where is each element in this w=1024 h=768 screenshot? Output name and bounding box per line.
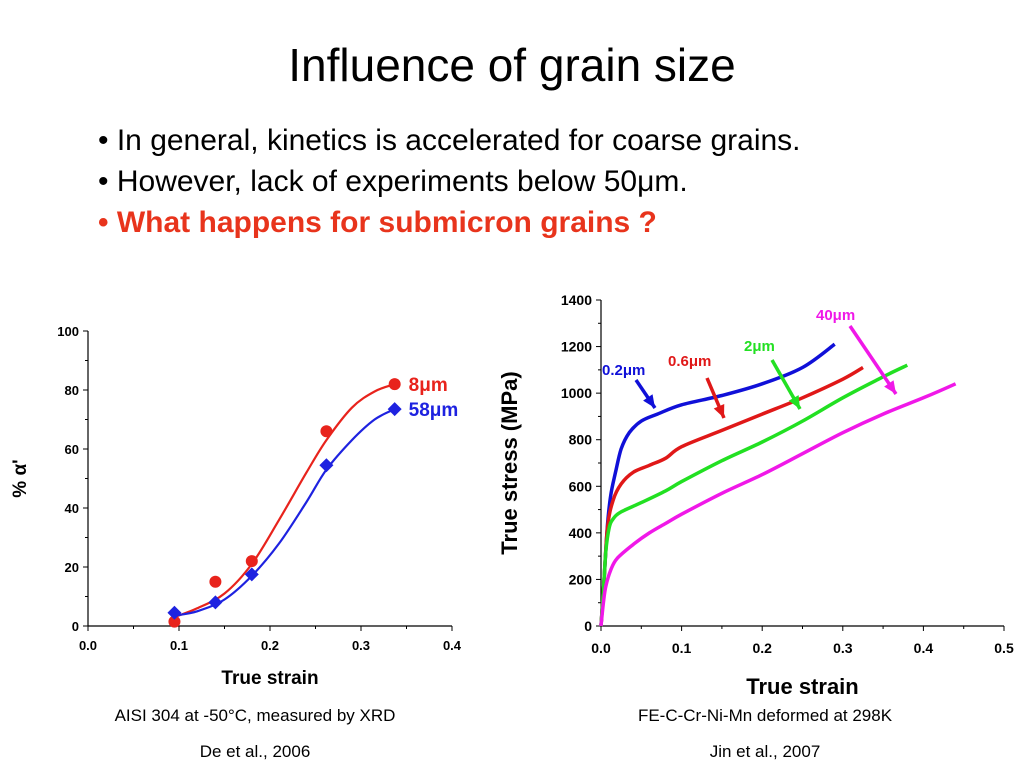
bullet-2: • However, lack of experiments below 50μ… [98,165,688,198]
series-fit-line-1 [174,408,396,617]
bullet-3: • What happens for submicron grains ? [98,206,657,239]
x-tick-label: 0.4 [914,640,934,656]
y-tick-label: 800 [569,432,593,448]
y-tick-label: 1400 [561,292,592,308]
series-line-2 [599,363,909,627]
bullet-1: • In general, kinetics is accelerated fo… [98,124,801,157]
data-point-diamond [167,605,182,620]
x-tick-label: 0.0 [79,638,97,653]
data-point-circle [320,425,333,438]
y-tick-label: 0 [584,618,592,634]
x-axis-title: True strain [221,668,318,689]
series-arrow-3-head [884,380,896,394]
series-arrow-1-head [713,404,725,418]
x-tick-label: 0.2 [752,640,772,656]
y-tick-label: 20 [65,560,79,575]
data-point-diamond [244,567,259,582]
series-label-2: 2μm [744,338,775,355]
y-tick-label: 40 [65,501,79,516]
y-tick-label: 200 [569,571,593,587]
y-tick-label: 100 [57,324,79,339]
x-tick-label: 0.1 [672,640,692,656]
series-arrow-0-head [643,394,655,408]
series-line-0 [599,342,836,627]
x-tick-label: 0.4 [443,638,462,653]
y-tick-label: 80 [65,383,79,398]
series-arrow-3 [848,325,898,395]
y-tick-label: 1200 [561,339,592,355]
y-tick-label: 400 [569,525,593,541]
series-label-0: 8μm [409,375,448,396]
data-point-diamond [387,402,402,417]
x-tick-label: 0.2 [261,638,279,653]
data-point-diamond [208,595,223,610]
y-axis-title: True stress (MPa) [497,371,522,554]
right-caption-source: FE-C-Cr-Ni-Mn deformed at 298K [637,706,893,725]
data-point-circle [245,555,258,568]
x-tick-label: 0.0 [591,640,611,656]
y-tick-label: 1000 [561,385,592,401]
left-caption-source: AISI 304 at -50°C, measured by XRD [114,706,396,725]
bullet-list: • In general, kinetics is accelerated fo… [98,120,801,243]
data-point-circle [168,615,181,628]
slide-title: Influence of grain size [288,39,736,91]
y-tick-label: 600 [569,478,593,494]
data-point-diamond [319,458,334,473]
x-tick-label: 0.1 [170,638,188,653]
x-tick-label: 0.3 [833,640,853,656]
x-tick-label: 0.5 [994,640,1014,656]
series-label-1: 0.6μm [668,353,711,370]
series-line-3 [599,382,957,627]
series-label-3: 40μm [816,307,855,324]
series-line-1 [599,365,864,627]
left-caption-citation: De et al., 2006 [199,742,311,761]
series-arrow-2-head [788,395,800,409]
data-point-circle [209,575,222,588]
y-tick-label: 0 [72,619,79,634]
series-label-1: 58μm [409,400,459,421]
y-tick-label: 60 [65,442,79,457]
series-label-0: 0.2μm [602,362,645,379]
right-caption-citation: Jin et al., 2007 [709,742,821,761]
x-axis-title: True strain [746,674,858,699]
data-point-circle [388,378,401,391]
y-axis-title: % α' [10,459,31,497]
x-tick-label: 0.3 [352,638,370,653]
